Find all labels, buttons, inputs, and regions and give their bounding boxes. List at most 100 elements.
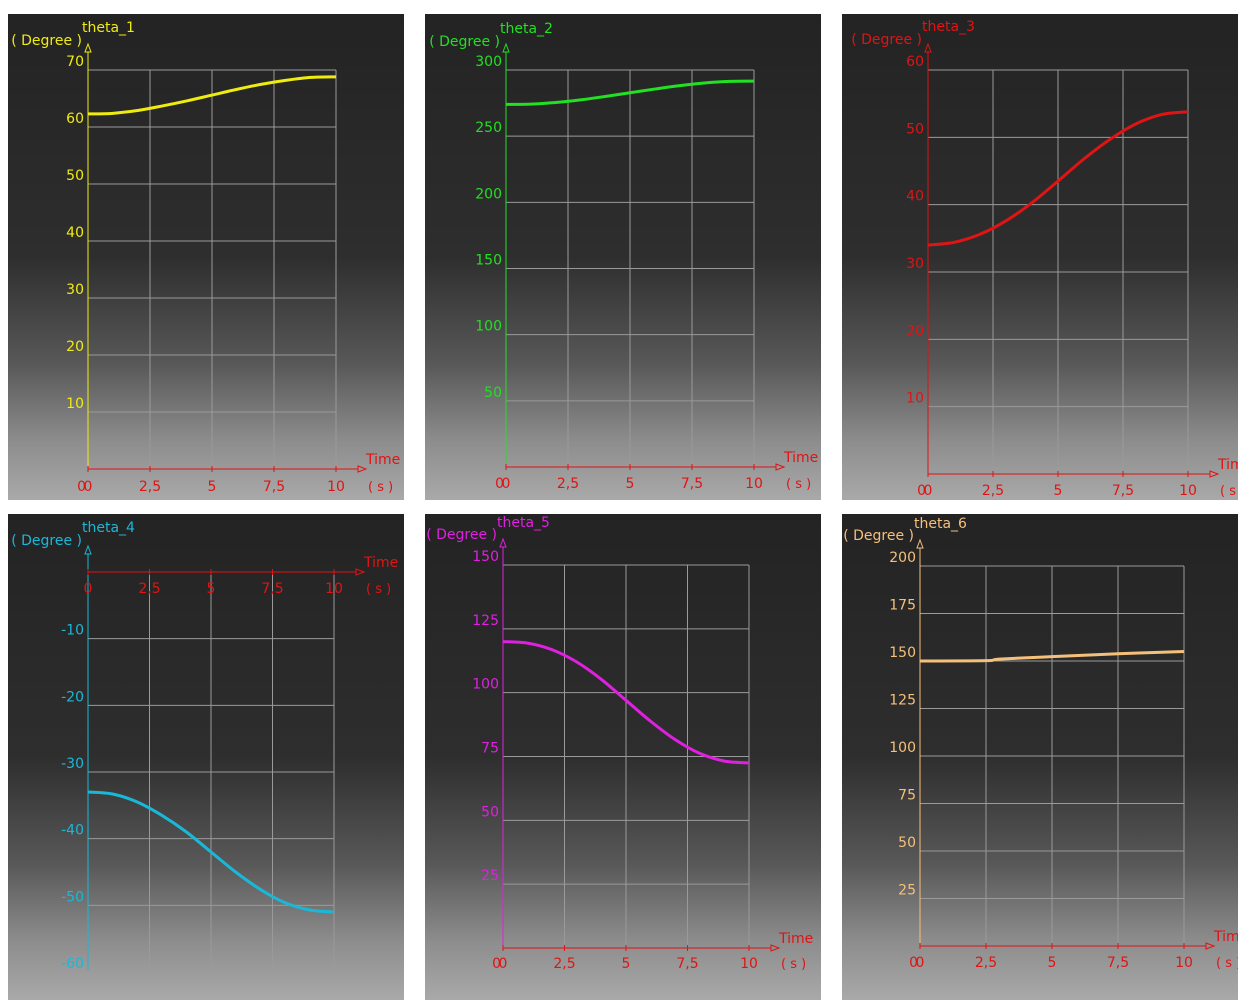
y-tick-label: -30 xyxy=(61,756,84,772)
x-tick-label: 0 xyxy=(502,476,511,492)
x-tick-label: 7,5 xyxy=(261,581,283,597)
x-tick-label: 10 xyxy=(325,581,343,597)
x-tick-label: 5 xyxy=(208,479,217,495)
y-tick-label: 25 xyxy=(898,883,916,899)
y-axis-arrow xyxy=(499,537,507,548)
y-tick-label: 125 xyxy=(472,613,499,629)
series-name-label: theta_6 xyxy=(914,516,967,532)
y-tick-label: 10 xyxy=(66,396,84,412)
y-axis-arrow xyxy=(84,42,92,53)
x-tick-label: 0 xyxy=(84,581,93,597)
y-tick-label: 100 xyxy=(472,677,499,693)
y-axis-title: ( Degree ) xyxy=(426,527,497,543)
origin-label: 0 xyxy=(77,479,86,495)
series-name-label: theta_5 xyxy=(497,515,550,531)
y-tick-label: 50 xyxy=(484,385,502,401)
y-tick-label: 175 xyxy=(889,598,916,614)
x-tick-label: 0 xyxy=(924,483,933,499)
chart-svg: 0 2,5 5 7,5 10 Time ( s ) 50 100 150 200 250 300 0 ( D… xyxy=(429,21,818,492)
chart-panel-theta-4: 0 2,5 5 7,5 10 Time ( s ) -10 -20 -30 -40 -50 -60 ( D… xyxy=(8,514,404,1000)
x-tick-label: 7,5 xyxy=(681,476,703,492)
x-axis-arrow xyxy=(775,463,786,471)
y-tick-label: 75 xyxy=(898,788,916,804)
series-name-label: theta_2 xyxy=(500,21,553,37)
x-tick-label: 10 xyxy=(745,476,763,492)
y-axis-title: ( Degree ) xyxy=(429,34,500,50)
chart-panel-theta-2: 0 2,5 5 7,5 10 Time ( s ) 50 100 150 200 250 300 0 ( D… xyxy=(425,14,821,500)
y-axis-title: ( Degree ) xyxy=(851,32,922,48)
y-tick-label: 60 xyxy=(906,54,924,70)
y-axis-arrow xyxy=(924,42,932,53)
x-tick-label: 2,5 xyxy=(557,476,579,492)
y-tick-label: 30 xyxy=(66,282,84,298)
chart-panel-theta-1: 0 2,5 5 7,5 10 Time ( s ) 10 20 30 40 50 60 70 0 ( Degr… xyxy=(8,14,404,500)
x-axis-arrow xyxy=(1205,942,1216,950)
x-axis-title: Time xyxy=(1213,929,1238,945)
x-tick-label: 0 xyxy=(916,955,925,970)
y-tick-label: 10 xyxy=(906,391,924,407)
y-tick-label: 40 xyxy=(66,225,84,241)
x-axis-arrow xyxy=(355,568,366,576)
x-tick-label: 7,5 xyxy=(263,479,285,495)
y-tick-label: 75 xyxy=(481,741,499,757)
x-axis-arrow xyxy=(1209,470,1220,478)
y-tick-label: 150 xyxy=(889,645,916,661)
y-tick-label: -20 xyxy=(61,689,84,705)
y-tick-label: 125 xyxy=(889,693,916,709)
chart-svg: 0 2,5 5 7,5 10 Time ( s ) 10 20 30 40 50 60 0 ( Degree… xyxy=(851,19,1238,499)
y-axis-arrow xyxy=(84,544,92,555)
y-tick-label: -60 xyxy=(61,956,84,970)
x-axis-unit: ( s ) xyxy=(1216,956,1238,970)
x-tick-label: 0 xyxy=(499,956,508,970)
x-tick-label: 5 xyxy=(1048,955,1057,970)
origin-label: 0 xyxy=(492,956,501,970)
series-name-label: theta_3 xyxy=(922,19,975,35)
y-axis-title: ( Degree ) xyxy=(843,528,914,544)
chart-panel-theta-3: 0 2,5 5 7,5 10 Time ( s ) 10 20 30 40 50 60 0 ( Degree… xyxy=(842,14,1238,500)
y-tick-label: 150 xyxy=(472,549,499,565)
x-tick-label: 5 xyxy=(207,581,216,597)
series-name-label: theta_1 xyxy=(82,20,135,36)
x-axis-arrow xyxy=(357,465,368,473)
chart-svg: 0 2,5 5 7,5 10 Time ( s ) -10 -20 -30 -40 -50 -60 ( D… xyxy=(11,520,398,970)
y-tick-label: 60 xyxy=(66,111,84,127)
chart-svg: 0 2,5 5 7,5 10 Time ( s ) 25 50 75 100 125 150 175 200… xyxy=(843,516,1238,970)
chart-panel-theta-6: 0 2,5 5 7,5 10 Time ( s ) 25 50 75 100 125 150 175 200… xyxy=(842,514,1238,1000)
x-axis-title: Time xyxy=(363,555,398,571)
y-tick-label: 300 xyxy=(475,54,502,70)
x-axis-title: Time xyxy=(365,452,400,468)
x-tick-label: 5 xyxy=(626,476,635,492)
x-tick-label: 0 xyxy=(84,479,93,495)
y-tick-label: 250 xyxy=(475,120,502,136)
data-series-line xyxy=(87,75,337,116)
x-axis-arrow xyxy=(770,944,781,952)
x-axis-unit: ( s ) xyxy=(366,582,391,597)
x-tick-label: 10 xyxy=(327,479,345,495)
x-axis-unit: ( s ) xyxy=(1220,484,1238,499)
x-axis-unit: ( s ) xyxy=(781,957,806,970)
y-axis-title: ( Degree ) xyxy=(11,533,82,549)
x-tick-label: 2,5 xyxy=(139,479,161,495)
y-tick-label: 20 xyxy=(906,323,924,339)
y-tick-label: 50 xyxy=(481,804,499,820)
y-tick-label: 20 xyxy=(66,339,84,355)
x-axis-title: Time xyxy=(783,450,818,466)
x-tick-label: 7,5 xyxy=(1112,483,1134,499)
x-tick-label: 2,5 xyxy=(553,956,575,970)
y-tick-label: 40 xyxy=(906,189,924,205)
y-tick-label: 30 xyxy=(906,256,924,272)
y-tick-label: 50 xyxy=(898,835,916,851)
data-series-line xyxy=(87,790,335,914)
x-tick-label: 7,5 xyxy=(676,956,698,970)
x-tick-label: 5 xyxy=(622,956,631,970)
y-tick-label: 70 xyxy=(66,54,84,70)
y-axis-arrow xyxy=(502,42,510,53)
y-tick-label: 200 xyxy=(475,186,502,202)
data-series-line xyxy=(919,650,1185,663)
data-series-line xyxy=(502,640,750,765)
y-tick-label: 50 xyxy=(66,168,84,184)
x-axis-unit: ( s ) xyxy=(368,480,393,495)
x-axis-title: Time xyxy=(778,931,813,947)
data-series-line xyxy=(927,110,1189,247)
data-series-line xyxy=(505,79,755,106)
